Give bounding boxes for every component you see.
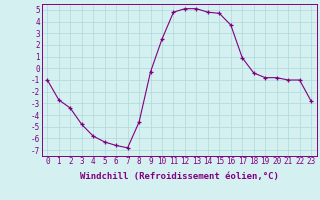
X-axis label: Windchill (Refroidissement éolien,°C): Windchill (Refroidissement éolien,°C) — [80, 172, 279, 181]
